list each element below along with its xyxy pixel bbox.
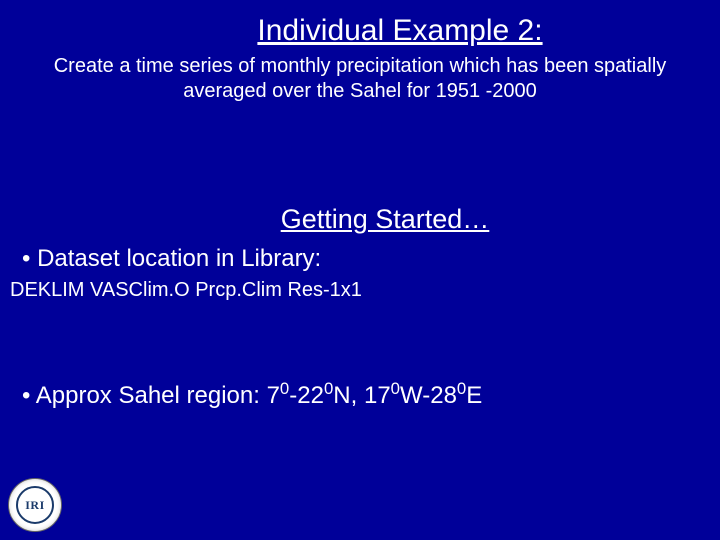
region-text-4: W-28 (400, 382, 457, 409)
dataset-path: DEKLIM VASClim.O Prcp.Clim Res-1x1 (0, 279, 720, 302)
iri-logo: IRI (8, 478, 62, 532)
region-text-1: Approx Sahel region: 7 (36, 382, 280, 409)
logo-outer-circle: IRI (8, 478, 62, 532)
region-text-2: -22 (289, 382, 324, 409)
deg-1: 0 (280, 379, 289, 398)
deg-3: 0 (391, 379, 400, 398)
bullet-region: Approx Sahel region: 70-220N, 170W-280E (0, 382, 720, 410)
deg-2: 0 (324, 379, 333, 398)
logo-inner-ring: IRI (16, 486, 54, 524)
deg-4: 0 (457, 379, 466, 398)
slide-subtitle: Create a time series of monthly precipit… (0, 48, 720, 104)
logo-text: IRI (25, 498, 45, 513)
region-text-3: N, 17 (333, 382, 390, 409)
slide-title: Individual Example 2: (80, 0, 720, 48)
section-header: Getting Started… (50, 204, 720, 235)
bullet-dataset: Dataset location in Library: (0, 245, 720, 273)
region-text-5: E (466, 382, 482, 409)
